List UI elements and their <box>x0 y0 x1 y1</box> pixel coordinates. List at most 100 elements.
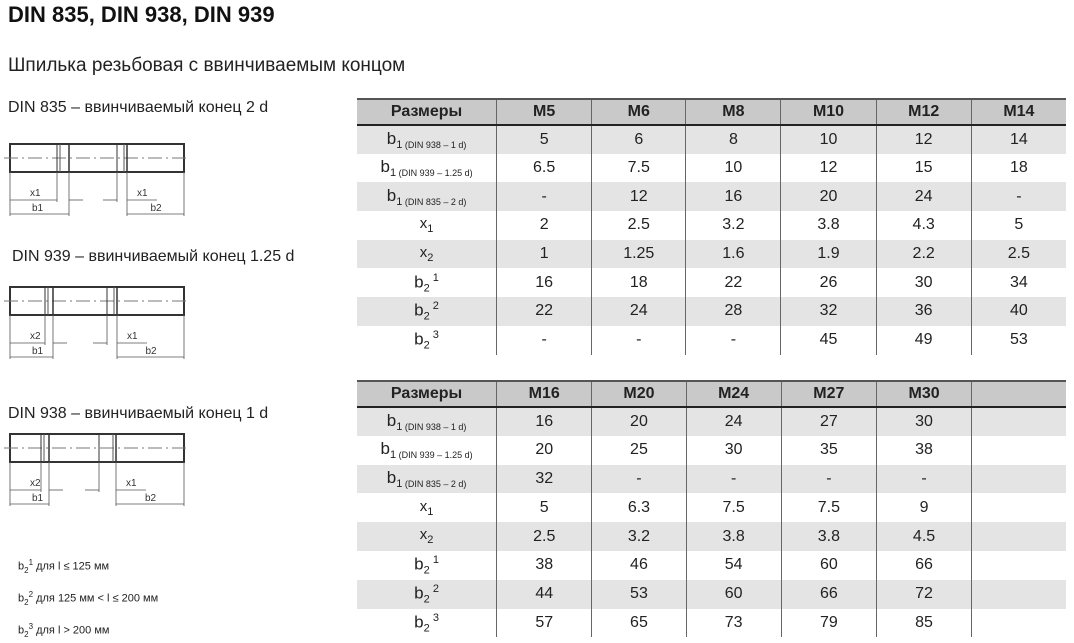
dimension-label-left-x: x1 <box>30 188 41 199</box>
table-cell <box>971 407 1066 436</box>
table-cell: 4.3 <box>875 211 972 240</box>
column-header: M6 <box>591 98 686 126</box>
table-row: b1 (DIN 939 – 1.25 d) 6.5 7.5 10 12 15 18 <box>357 153 1066 183</box>
column-header-sizes: Размеры <box>357 380 497 408</box>
table-cell <box>971 550 1066 580</box>
table-cell: 53 <box>970 325 1066 355</box>
column-header: M27 <box>780 380 877 408</box>
column-header: M20 <box>591 380 687 408</box>
table-cell <box>971 464 1066 494</box>
table-cell: 2.5 <box>970 239 1066 269</box>
table-cell: 10 <box>780 125 877 154</box>
column-header: M30 <box>875 380 972 408</box>
stud-drawing: x2 x1 b1 b2 <box>4 433 190 506</box>
table-cell: 36 <box>875 297 972 326</box>
table-cell: 16 <box>496 268 592 298</box>
table-cell: 4.5 <box>875 522 972 551</box>
stud-drawing: x1 x1 b1 b2 <box>4 143 190 216</box>
footnote-text: для l > 200 мм <box>36 624 110 637</box>
table-cell: 35 <box>780 435 877 465</box>
table-cell: - <box>591 325 686 355</box>
footnote-symbol: b <box>18 624 25 637</box>
dimensions-table-small: Размеры M5 M6 M8 M10 M12 M14 b1 (DIN 938 – 1 d)… <box>357 98 1066 355</box>
page-subtitle: Шпилька резьбовая с ввинчиваемым концом <box>8 55 406 76</box>
row-label: b2 1 <box>414 554 439 577</box>
table-cell: 12 <box>875 125 972 154</box>
column-header: M16 <box>496 380 592 408</box>
table-cell: - <box>496 325 592 355</box>
table-cell: 2.2 <box>875 239 972 269</box>
table-cell: 40 <box>970 297 1066 326</box>
table-cell: 30 <box>875 268 972 298</box>
table-cell: 5 <box>496 125 592 154</box>
table-cell: 2 <box>496 211 592 240</box>
diagram-caption-din835: DIN 835 – ввинчиваемый конец 2 d <box>8 99 269 116</box>
table-row: b2 1 16 18 22 26 30 34 <box>357 268 1066 298</box>
table-row: b2 3- - -45 49 53 <box>357 325 1066 355</box>
table-cell: 7.5 <box>780 493 877 523</box>
table-cell: 20 <box>591 407 687 436</box>
table-cell: 12 <box>591 182 686 212</box>
column-header: M10 <box>780 98 877 126</box>
table-cell: 16 <box>496 407 592 436</box>
dimension-label-right-b: b2 <box>145 493 157 504</box>
footnote-text: для l ≤ 125 мм <box>36 560 110 573</box>
table-row: b2 2 44 53 60 66 72 <box>357 579 1066 609</box>
table-cell: 53 <box>591 579 687 609</box>
row-label: x1 <box>419 497 434 518</box>
table-row: b1 (DIN 938 – 1 d) 16 20 24 27 30 <box>357 407 1066 436</box>
table-cell <box>971 608 1066 638</box>
table-cell: 18 <box>970 153 1066 183</box>
dimension-label-left-b: b1 <box>32 493 44 504</box>
table-header-row: Размеры M5 M6 M8 M10 M12 M14 <box>357 98 1066 126</box>
table-cell: 1.9 <box>780 239 877 269</box>
row-label: b2 1 <box>414 271 439 295</box>
table-cell: 24 <box>875 182 972 212</box>
table-cell <box>971 522 1066 551</box>
diagram-caption-din939: DIN 939 – ввинчиваемый конец 1.25 d <box>12 248 295 265</box>
table-cell: 38 <box>496 550 592 580</box>
table-cell: 15 <box>875 153 972 183</box>
table-cell: 7.5 <box>685 493 782 523</box>
table-row: b1 (DIN 835 – 2 d) 32- - - - <box>357 464 1066 494</box>
table-cell: 1.6 <box>685 239 781 269</box>
table-cell: 60 <box>685 579 782 609</box>
table-cell <box>971 493 1066 523</box>
table-cell: 3.8 <box>780 522 877 551</box>
dimension-label-left-x: x2 <box>30 478 41 489</box>
column-header: M24 <box>685 380 782 408</box>
table-cell: 16 <box>685 182 781 212</box>
table-cell: 5 <box>970 211 1066 240</box>
table-cell: 65 <box>591 608 687 638</box>
table-cell: 6 <box>591 125 686 154</box>
table-cell: - <box>685 325 781 355</box>
table-cell: 44 <box>496 579 592 609</box>
table-cell: 3.8 <box>780 211 877 240</box>
dimension-label-right-x: x1 <box>126 478 137 489</box>
table-row: x1 2 2.5 3.2 3.8 4.3 5 <box>357 211 1066 240</box>
row-label: b1 (DIN 939 – 1.25 d) <box>380 156 473 180</box>
table-cell: 24 <box>685 407 782 436</box>
dimension-label-right-x: x1 <box>127 331 138 342</box>
table-cell: 26 <box>780 268 877 298</box>
table-row: x1 5 6.3 7.5 7.5 9 <box>357 493 1066 523</box>
table-cell: 32 <box>496 464 592 494</box>
column-header: M12 <box>875 98 972 126</box>
row-label: b1 (DIN 835 – 2 d) <box>357 182 497 212</box>
dimension-label-left-b: b1 <box>32 346 44 357</box>
table-row: b2 3 57 65 73 79 85 <box>357 608 1066 638</box>
table-cell: 2.5 <box>496 522 592 551</box>
column-header: M5 <box>496 98 592 126</box>
table-cell: 22 <box>685 268 781 298</box>
table-cell: 45 <box>780 325 877 355</box>
table-cell: 25 <box>591 435 687 465</box>
table-cell: 1 <box>496 239 592 269</box>
table-cell <box>971 435 1066 465</box>
table-cell: 6.5 <box>496 153 592 183</box>
table-cell: 3.2 <box>685 211 781 240</box>
row-label: x1 <box>419 215 434 236</box>
table-row: x2 1 1.25 1.6 1.9 2.2 2.5 <box>357 239 1066 269</box>
table-row: b1 (DIN 939 – 1.25 d) 20 25 30 35 38 <box>357 435 1066 465</box>
table-cell: 2.5 <box>591 211 686 240</box>
table-row: x2 2.5 3.2 3.8 3.8 4.5 <box>357 522 1066 551</box>
